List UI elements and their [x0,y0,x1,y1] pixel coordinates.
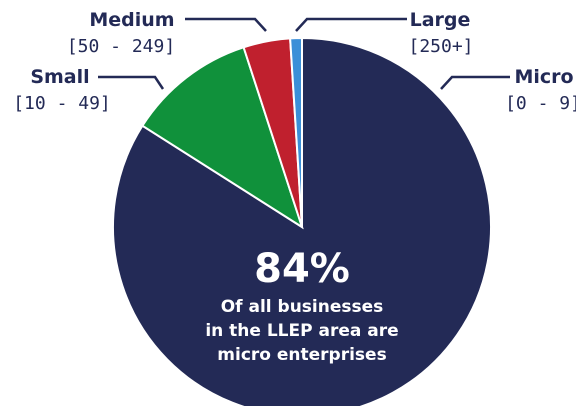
label-large-range: [250+] [408,36,473,57]
label-small-name: Small [30,66,89,88]
label-medium-name: Medium [89,9,174,31]
pie-slice-small [141,45,304,230]
label-small-range: [10 - 49] [13,93,111,114]
caption-line-2: in the LLEP area are [205,321,398,341]
leader-small [98,75,165,90]
leader-medium [185,17,267,32]
caption-line-3: micro enterprises [217,345,386,365]
label-small: Small [10 - 49] [13,66,165,114]
label-micro: Micro [0 - 9] [440,66,576,114]
caption-line-1: Of all businesses [221,297,384,317]
label-micro-name: Micro [514,66,573,88]
pie-slices [112,36,492,406]
leader-large [295,17,407,32]
label-large-name: Large [410,9,471,31]
leader-micro [440,75,510,90]
pie-slice-large [289,36,303,228]
headline-percent: 84% [254,246,350,292]
label-medium-range: [50 - 249] [67,36,175,57]
label-micro-range: [0 - 9] [505,93,576,114]
label-large: Large [250+] [295,9,474,57]
label-medium: Medium [50 - 249] [67,9,267,57]
